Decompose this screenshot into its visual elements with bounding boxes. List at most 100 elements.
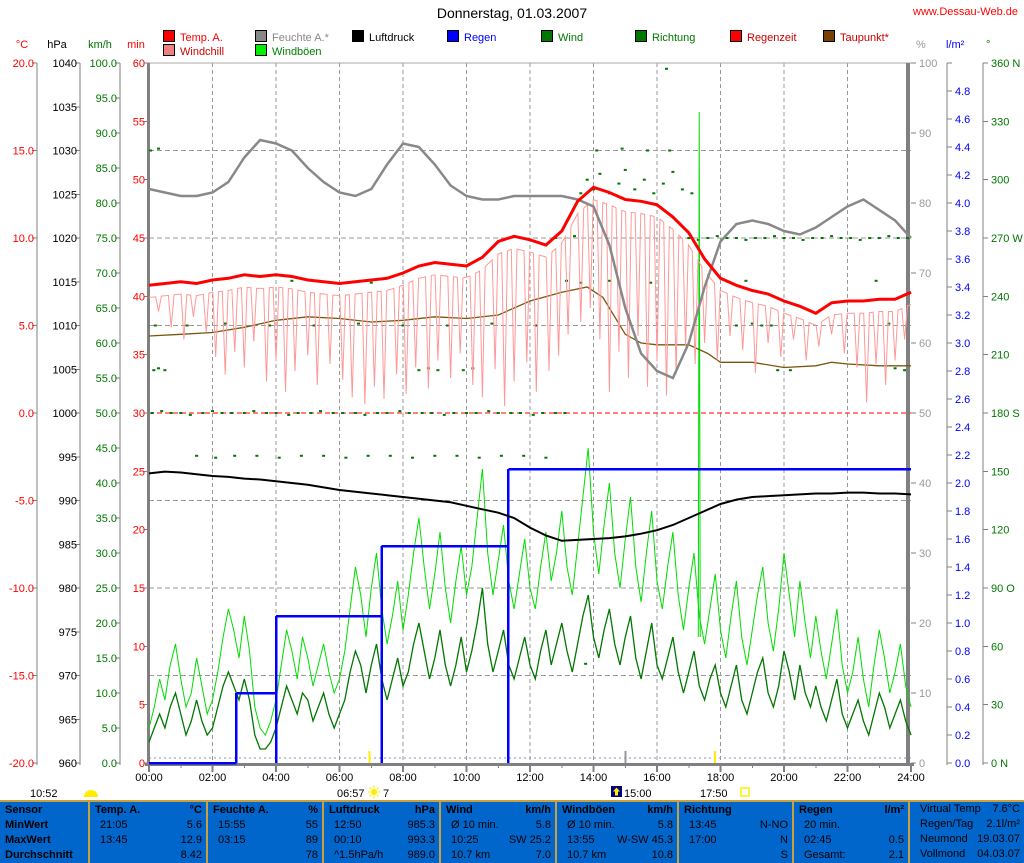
svg-text:km/h: km/h (88, 39, 112, 51)
table-cell: Regen/Tag (920, 818, 974, 830)
svg-text:10: 10 (919, 688, 931, 700)
svg-text:100: 100 (919, 58, 937, 70)
legend-swatch (447, 30, 459, 42)
svg-text:-5.0: -5.0 (15, 496, 34, 508)
svg-text:20:00: 20:00 (770, 772, 798, 784)
table-value: 993.3 (407, 834, 435, 846)
svg-text:15: 15 (133, 583, 145, 595)
table-value: 10.8 (651, 849, 673, 861)
svg-text:20: 20 (133, 525, 145, 537)
svg-text:3.6: 3.6 (955, 254, 970, 266)
table-col-regen: Regen l/m² 20 min. 02:45 0.5 Gesamt: 2.1 (792, 802, 908, 863)
svg-text:1000: 1000 (53, 408, 77, 420)
svg-text:4.2: 4.2 (955, 170, 970, 182)
svg-text:0 N: 0 N (991, 758, 1008, 770)
svg-text:30: 30 (919, 548, 931, 560)
table-header-unit: l/m² (884, 804, 904, 816)
table-cell: 10:25 (451, 834, 479, 846)
svg-text:70.0: 70.0 (96, 268, 117, 280)
table-header-unit: km/h (525, 804, 551, 816)
table-header-cell: Regen (799, 804, 833, 816)
svg-text:2.8: 2.8 (955, 366, 970, 378)
svg-text:85.0: 85.0 (96, 163, 117, 175)
table-value: 5.8 (657, 819, 673, 831)
svg-text:1010: 1010 (53, 321, 77, 333)
sunset-icon (740, 787, 750, 797)
table-cell: 12:50 (334, 819, 362, 831)
table-header-cell: Temp. A. (95, 804, 141, 816)
table-col-windboeen: Windböen km/h Ø 10 min. 5.8 13:55 W-SW 45.3 10… (555, 802, 677, 863)
svg-text:2.2: 2.2 (955, 450, 970, 462)
svg-text:1.4: 1.4 (955, 562, 970, 574)
svg-text:65.0: 65.0 (96, 303, 117, 315)
svg-text:1030: 1030 (53, 146, 77, 158)
svg-text:-15.0: -15.0 (9, 671, 34, 683)
legend-item-wind: Wind (541, 30, 583, 44)
table-cell: 13:45 (689, 819, 717, 831)
table-cell: MaxWert (5, 834, 51, 846)
site-link[interactable]: www.Dessau-Web.de (913, 6, 1018, 18)
table-cell: 13:55 (567, 834, 595, 846)
svg-text:975: 975 (59, 627, 77, 639)
table-value: 04.03.07 (977, 848, 1020, 860)
svg-text:15.0: 15.0 (13, 146, 34, 158)
svg-text:80: 80 (919, 198, 931, 210)
legend-swatch (163, 44, 175, 56)
table-cell: 13:45 (100, 834, 128, 846)
svg-text:45: 45 (133, 233, 145, 245)
table-header-cell: Windböen (562, 804, 616, 816)
svg-text:-10.0: -10.0 (9, 583, 34, 595)
svg-text:17:50: 17:50 (700, 788, 728, 800)
table-value: 5.8 (535, 819, 551, 831)
svg-text:l/m²: l/m² (946, 39, 965, 51)
table-cell: 15:55 (218, 819, 246, 831)
svg-text:50.0: 50.0 (96, 408, 117, 420)
svg-text:995: 995 (59, 452, 77, 464)
svg-text:30.0: 30.0 (96, 548, 117, 560)
svg-text:0.4: 0.4 (955, 702, 970, 714)
svg-text:5: 5 (139, 700, 145, 712)
svg-text:10:52: 10:52 (30, 788, 58, 800)
svg-text:4.4: 4.4 (955, 142, 970, 154)
table-value: 55 (305, 819, 318, 831)
svg-text:hPa: hPa (47, 39, 67, 51)
table-cell: Gesamt: (804, 849, 846, 861)
legend-item-regenzeit: Regenzeit (730, 30, 797, 44)
svg-text:0: 0 (139, 758, 145, 770)
svg-text:3.2: 3.2 (955, 310, 970, 322)
table-value: SW 25.2 (508, 834, 551, 846)
moonrise-icon (611, 786, 622, 797)
svg-text:60: 60 (919, 338, 931, 350)
svg-text:15:00: 15:00 (624, 788, 652, 800)
weather-chart: 20.0 15.0 10.0 5.0 0.0 -5.0 -10.0 -15.0 -20.0 104… (9, 39, 1023, 800)
legend-item-feuchte-a-: Feuchte A.* (255, 30, 329, 44)
legend-label: Taupunkt* (840, 32, 889, 44)
table-cell: Ø 10 min. (451, 819, 499, 831)
legend-swatch (255, 44, 267, 56)
table-header-unit: °C (189, 804, 202, 816)
svg-text:24:00: 24:00 (897, 772, 925, 784)
svg-text:960: 960 (59, 758, 77, 770)
table-cell: 20 min. (804, 819, 841, 831)
svg-text:2.4: 2.4 (955, 422, 970, 434)
table-value: 89 (305, 834, 318, 846)
svg-text:55: 55 (133, 116, 145, 128)
svg-text:1020: 1020 (53, 233, 77, 245)
table-header-cell: Wind (446, 804, 473, 816)
table-value: 7.0 (535, 849, 551, 861)
svg-text:06:57: 06:57 (337, 788, 365, 800)
legend-swatch (635, 30, 647, 42)
svg-text:1015: 1015 (53, 277, 77, 289)
svg-text:4.8: 4.8 (955, 86, 970, 98)
svg-text:90 O: 90 O (991, 583, 1015, 595)
svg-text:90: 90 (919, 128, 931, 140)
svg-text:min: min (127, 39, 145, 51)
table-cell: Virtual Temp (920, 803, 981, 815)
table-value: S (780, 849, 788, 861)
svg-text:0.0: 0.0 (955, 758, 970, 770)
table-col-richtung: Richtung 13:45 N-NO 17:00 N S (677, 802, 792, 863)
svg-text:80.0: 80.0 (96, 198, 117, 210)
legend-swatch (541, 30, 553, 42)
svg-text:300: 300 (991, 175, 1009, 187)
svg-text:90.0: 90.0 (96, 128, 117, 140)
